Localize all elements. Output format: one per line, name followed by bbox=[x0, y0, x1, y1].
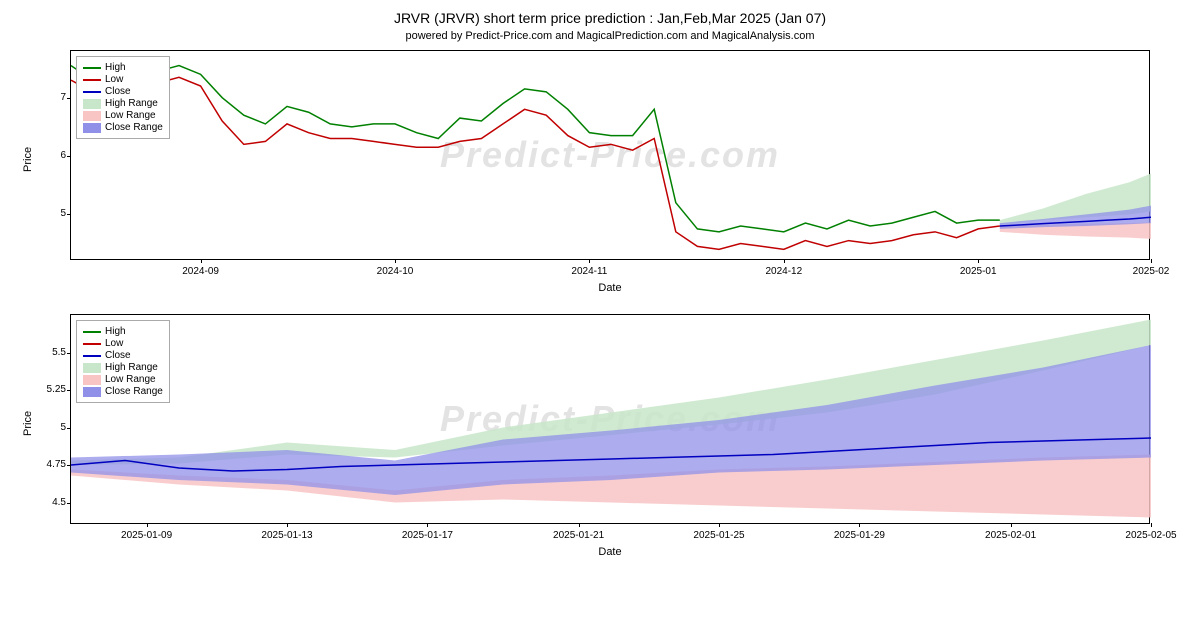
ytick: 4.75 bbox=[36, 459, 66, 470]
chart1-legend: High Low Close High Range Low Range Clos… bbox=[76, 56, 170, 139]
xtick: 2025-01-29 bbox=[834, 530, 885, 541]
chart-container: JRVR (JRVR) short term price prediction … bbox=[10, 10, 1200, 610]
title-main: JRVR (JRVR) short term price prediction … bbox=[10, 10, 1200, 26]
chart1-area: Predict-Price.com High Low Close High Ra… bbox=[70, 50, 1150, 260]
chart2-ylabel: Price bbox=[22, 411, 34, 436]
ytick: 5 bbox=[36, 208, 66, 219]
xtick: 2025-02-01 bbox=[985, 530, 1036, 541]
titles-block: JRVR (JRVR) short term price prediction … bbox=[10, 10, 1200, 42]
legend-high: High bbox=[105, 62, 126, 73]
xtick: 2024-09 bbox=[182, 266, 219, 277]
ytick: 7 bbox=[36, 92, 66, 103]
legend-low: Low bbox=[105, 74, 123, 85]
legend-close-range2: Close Range bbox=[105, 386, 163, 397]
xtick: 2025-01-17 bbox=[402, 530, 453, 541]
xtick: 2025-01-21 bbox=[553, 530, 604, 541]
ytick: 5.5 bbox=[36, 347, 66, 358]
legend-close-range: Close Range bbox=[105, 122, 163, 133]
legend-close: Close bbox=[105, 86, 131, 97]
legend-high-range2: High Range bbox=[105, 362, 158, 373]
ytick: 5.25 bbox=[36, 384, 66, 395]
chart2-wrap: Price Predict-Price.com High Low Close H… bbox=[70, 314, 1150, 558]
chart2-legend: High Low Close High Range Low Range Clos… bbox=[76, 320, 170, 403]
chart2-svg bbox=[71, 315, 1151, 525]
chart1-xlabel: Date bbox=[70, 282, 1150, 294]
legend-high-range: High Range bbox=[105, 98, 158, 109]
xtick: 2025-01-13 bbox=[261, 530, 312, 541]
legend-low2: Low bbox=[105, 338, 123, 349]
legend-high2: High bbox=[105, 326, 126, 337]
chart1-wrap: Price Predict-Price.com High Low Close H… bbox=[70, 50, 1150, 294]
legend-low-range2: Low Range bbox=[105, 374, 156, 385]
chart1-svg bbox=[71, 51, 1151, 261]
chart1-ylabel: Price bbox=[22, 147, 34, 172]
xtick: 2025-01 bbox=[960, 266, 997, 277]
legend-low-range: Low Range bbox=[105, 110, 156, 121]
ytick: 4.5 bbox=[36, 497, 66, 508]
ytick: 6 bbox=[36, 150, 66, 161]
xtick: 2025-02-05 bbox=[1125, 530, 1176, 541]
xtick: 2025-02 bbox=[1133, 266, 1170, 277]
chart2-xlabel: Date bbox=[70, 546, 1150, 558]
title-sub: powered by Predict-Price.com and Magical… bbox=[10, 30, 1200, 42]
chart2-area: Predict-Price.com High Low Close High Ra… bbox=[70, 314, 1150, 524]
legend-close2: Close bbox=[105, 350, 131, 361]
xtick: 2024-10 bbox=[377, 266, 414, 277]
xtick: 2024-12 bbox=[765, 266, 802, 277]
ytick: 5 bbox=[36, 422, 66, 433]
xtick: 2025-01-25 bbox=[693, 530, 744, 541]
xtick: 2025-01-09 bbox=[121, 530, 172, 541]
xtick: 2024-11 bbox=[571, 266, 607, 277]
